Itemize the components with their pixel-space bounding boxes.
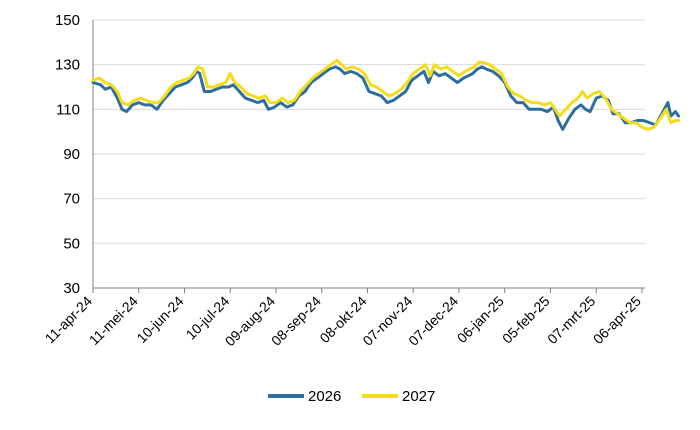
y-tick-label: 30 — [63, 280, 80, 297]
y-tick-label: 70 — [63, 191, 80, 208]
x-tick-label: 09-aug-24 — [222, 293, 279, 350]
axes — [92, 20, 645, 289]
y-tick-label: 90 — [63, 146, 80, 163]
y-tick-labels: 30 50 70 90 110 130 150 — [55, 12, 80, 297]
x-tick-label: 06-jan-25 — [454, 293, 507, 346]
series-lines — [91, 58, 680, 131]
x-tick-label: 10-jun-24 — [133, 293, 186, 346]
x-tick-label: 07-mrt-25 — [544, 293, 598, 347]
y-tick-label: 50 — [63, 235, 80, 252]
legend: 2026 2027 — [268, 388, 435, 405]
x-tick-label: 05-feb-25 — [499, 293, 553, 347]
x-tick-label: 07-dec-24 — [405, 293, 461, 349]
x-tick-labels: 11-apr-2411-mei-2410-jun-2410-jul-2409-a… — [42, 293, 645, 350]
x-tick-label: 11-mei-24 — [86, 293, 141, 348]
x-tick-marks — [92, 288, 643, 293]
legend-label-2026: 2026 — [308, 388, 341, 405]
y-tick-label: 150 — [55, 12, 80, 29]
legend-label-2027: 2027 — [402, 388, 435, 405]
x-tick-label: 06-apr-25 — [590, 293, 644, 347]
gridlines — [93, 19, 645, 244]
y-tick-label: 130 — [55, 57, 80, 74]
y-tick-label: 110 — [56, 101, 80, 118]
series-line-2027 — [91, 58, 680, 131]
x-tick-label: 08-sep-24 — [268, 293, 324, 349]
series-line-2026 — [91, 65, 680, 131]
